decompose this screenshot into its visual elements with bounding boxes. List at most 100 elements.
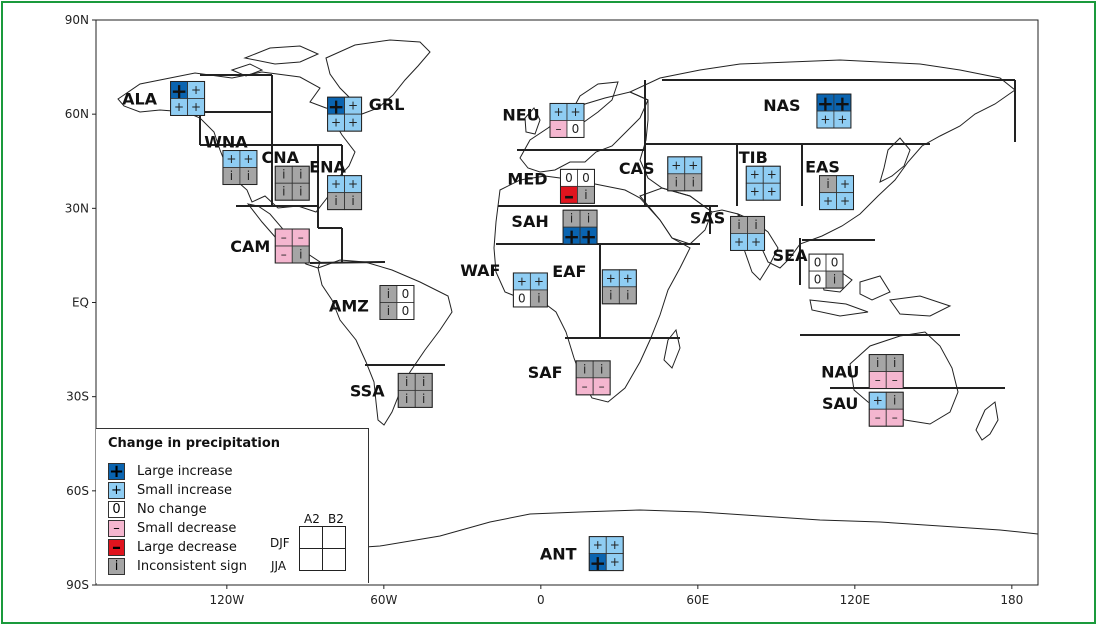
region-label: GRL [369,95,405,114]
region-cell-symbol: + [331,177,341,191]
region-sas: i i + + SAS [690,208,766,251]
region-cell-symbol: + [820,113,830,127]
region-cell-symbol: i [299,168,302,182]
region-cell-symbol: + [817,92,834,116]
coast-new-zealand [975,401,999,441]
legend-label: Small increase [137,483,233,498]
region-label: ENA [309,158,346,177]
coast-greenland [325,39,431,115]
legend-title: Change in precipitation [108,436,281,451]
region-cell-symbol: i [405,392,408,406]
legend-label: Inconsistent sign [137,559,248,574]
region-med: 0 0– i MED [507,168,595,208]
region-cell-symbol: + [348,116,358,130]
region-cell-symbol: + [734,235,744,249]
region-box-outline [730,215,766,251]
region-cell-symbol: – [281,231,287,245]
lon-tick-label: 180 [1000,593,1023,607]
region-cell-symbol: i [247,169,250,183]
lat-tick-label: 90N [65,13,89,27]
region-amz: i 0i 0 AMZ [329,285,415,320]
region-cell-symbol: + [593,538,603,552]
lon-tick-label: 120E [840,593,871,607]
region-cell-symbol: – [582,379,588,393]
region-cell-symbol: + [243,152,253,166]
region-cell-symbol: i [351,194,354,208]
region-cell-symbol: i [299,185,302,199]
region-label: SEA [773,246,808,265]
lon-tick-label: 60E [686,593,709,607]
region-cell-symbol: + [348,99,358,113]
region-sau: + i– –SAU [822,391,904,427]
region-label: CNA [261,148,299,167]
region-label: WAF [460,261,500,280]
region-cell-symbol: + [553,105,563,119]
region-cell-symbol: + [191,100,201,114]
region-cell-symbol: + [750,168,760,182]
legend-item: + Large increase [108,461,233,482]
region-cell-symbol: + [610,555,620,569]
region-box-outline [549,102,585,138]
region-ena: + + i i ENA [309,158,363,211]
coast-south-america [317,259,453,426]
coast-madagascar [663,328,681,369]
region-cell-symbol: i [626,288,629,302]
legend-label: Large increase [137,464,233,479]
region-cell-symbol: + [331,116,341,130]
region-ant: + ++ +ANT [540,536,624,575]
coast-arctic-islands [230,45,320,77]
region-label: AMZ [329,297,369,316]
region-label: SAU [822,394,858,413]
region-cell-symbol: i [537,291,540,305]
coast-japan [879,137,911,183]
lat-tick-label: 30S [66,390,89,404]
lat-tick-label: 30N [65,201,89,215]
region-cell-symbol: + [226,152,236,166]
region-cell-symbol: – [556,122,562,136]
lon-tick-label: 60W [370,593,397,607]
region-box-outline [819,175,855,211]
region-nas: + ++ +NAS [763,92,852,129]
region-cell-symbol: i [692,175,695,189]
region-cell-symbol: i [893,356,896,370]
region-label: SAH [511,212,548,231]
region-box-outline [327,96,363,132]
region-cell-symbol: i [600,362,603,376]
region-cell-symbol: i [387,287,390,301]
region-eaf: + + i i EAF [552,262,637,305]
key-col-b2: B2 [328,512,344,526]
region-cell-symbol: 0 [582,171,590,185]
key-grid [299,526,346,571]
region-cell-symbol: – [892,411,898,425]
region-ala: + ++ +ALA [122,79,206,116]
region-cell-symbol: i [583,362,586,376]
region-cell-symbol: – [875,373,881,387]
axis-tick-labels: 90N 60N 30N EQ 30S 60S 90S 120W 60W 0 60E 120E 180 [65,13,1024,607]
region-saf: i i– –SAF [528,360,611,396]
region-cell-symbol: 0 [402,287,410,301]
legend-swatch: i [108,558,125,575]
region-cell-symbol: 0 [572,122,580,136]
key-row-jja: JJA [271,559,287,573]
region-cell-symbol: + [840,194,850,208]
coast-british-isles [524,107,541,135]
region-cell-symbol: + [174,100,184,114]
lat-tick-label: 90S [66,578,89,592]
region-cell-symbol: + [534,274,544,288]
region-box-outline [562,209,598,245]
region-label: NEU [502,105,539,124]
region-label: SAS [690,208,725,227]
region-cell-symbol: i [405,375,408,389]
region-label: CAM [230,237,270,256]
legend-item: – Large decrease [108,537,237,558]
legend-swatch: – [108,520,125,537]
region-cell-symbol: + [834,92,851,116]
lat-tick-label: 60S [66,484,89,498]
region-cell-symbol: + [873,394,883,408]
region-box-outline [667,156,703,192]
region-cell-symbol: + [517,274,527,288]
region-label: NAS [763,96,800,115]
coast-australia [849,331,959,425]
